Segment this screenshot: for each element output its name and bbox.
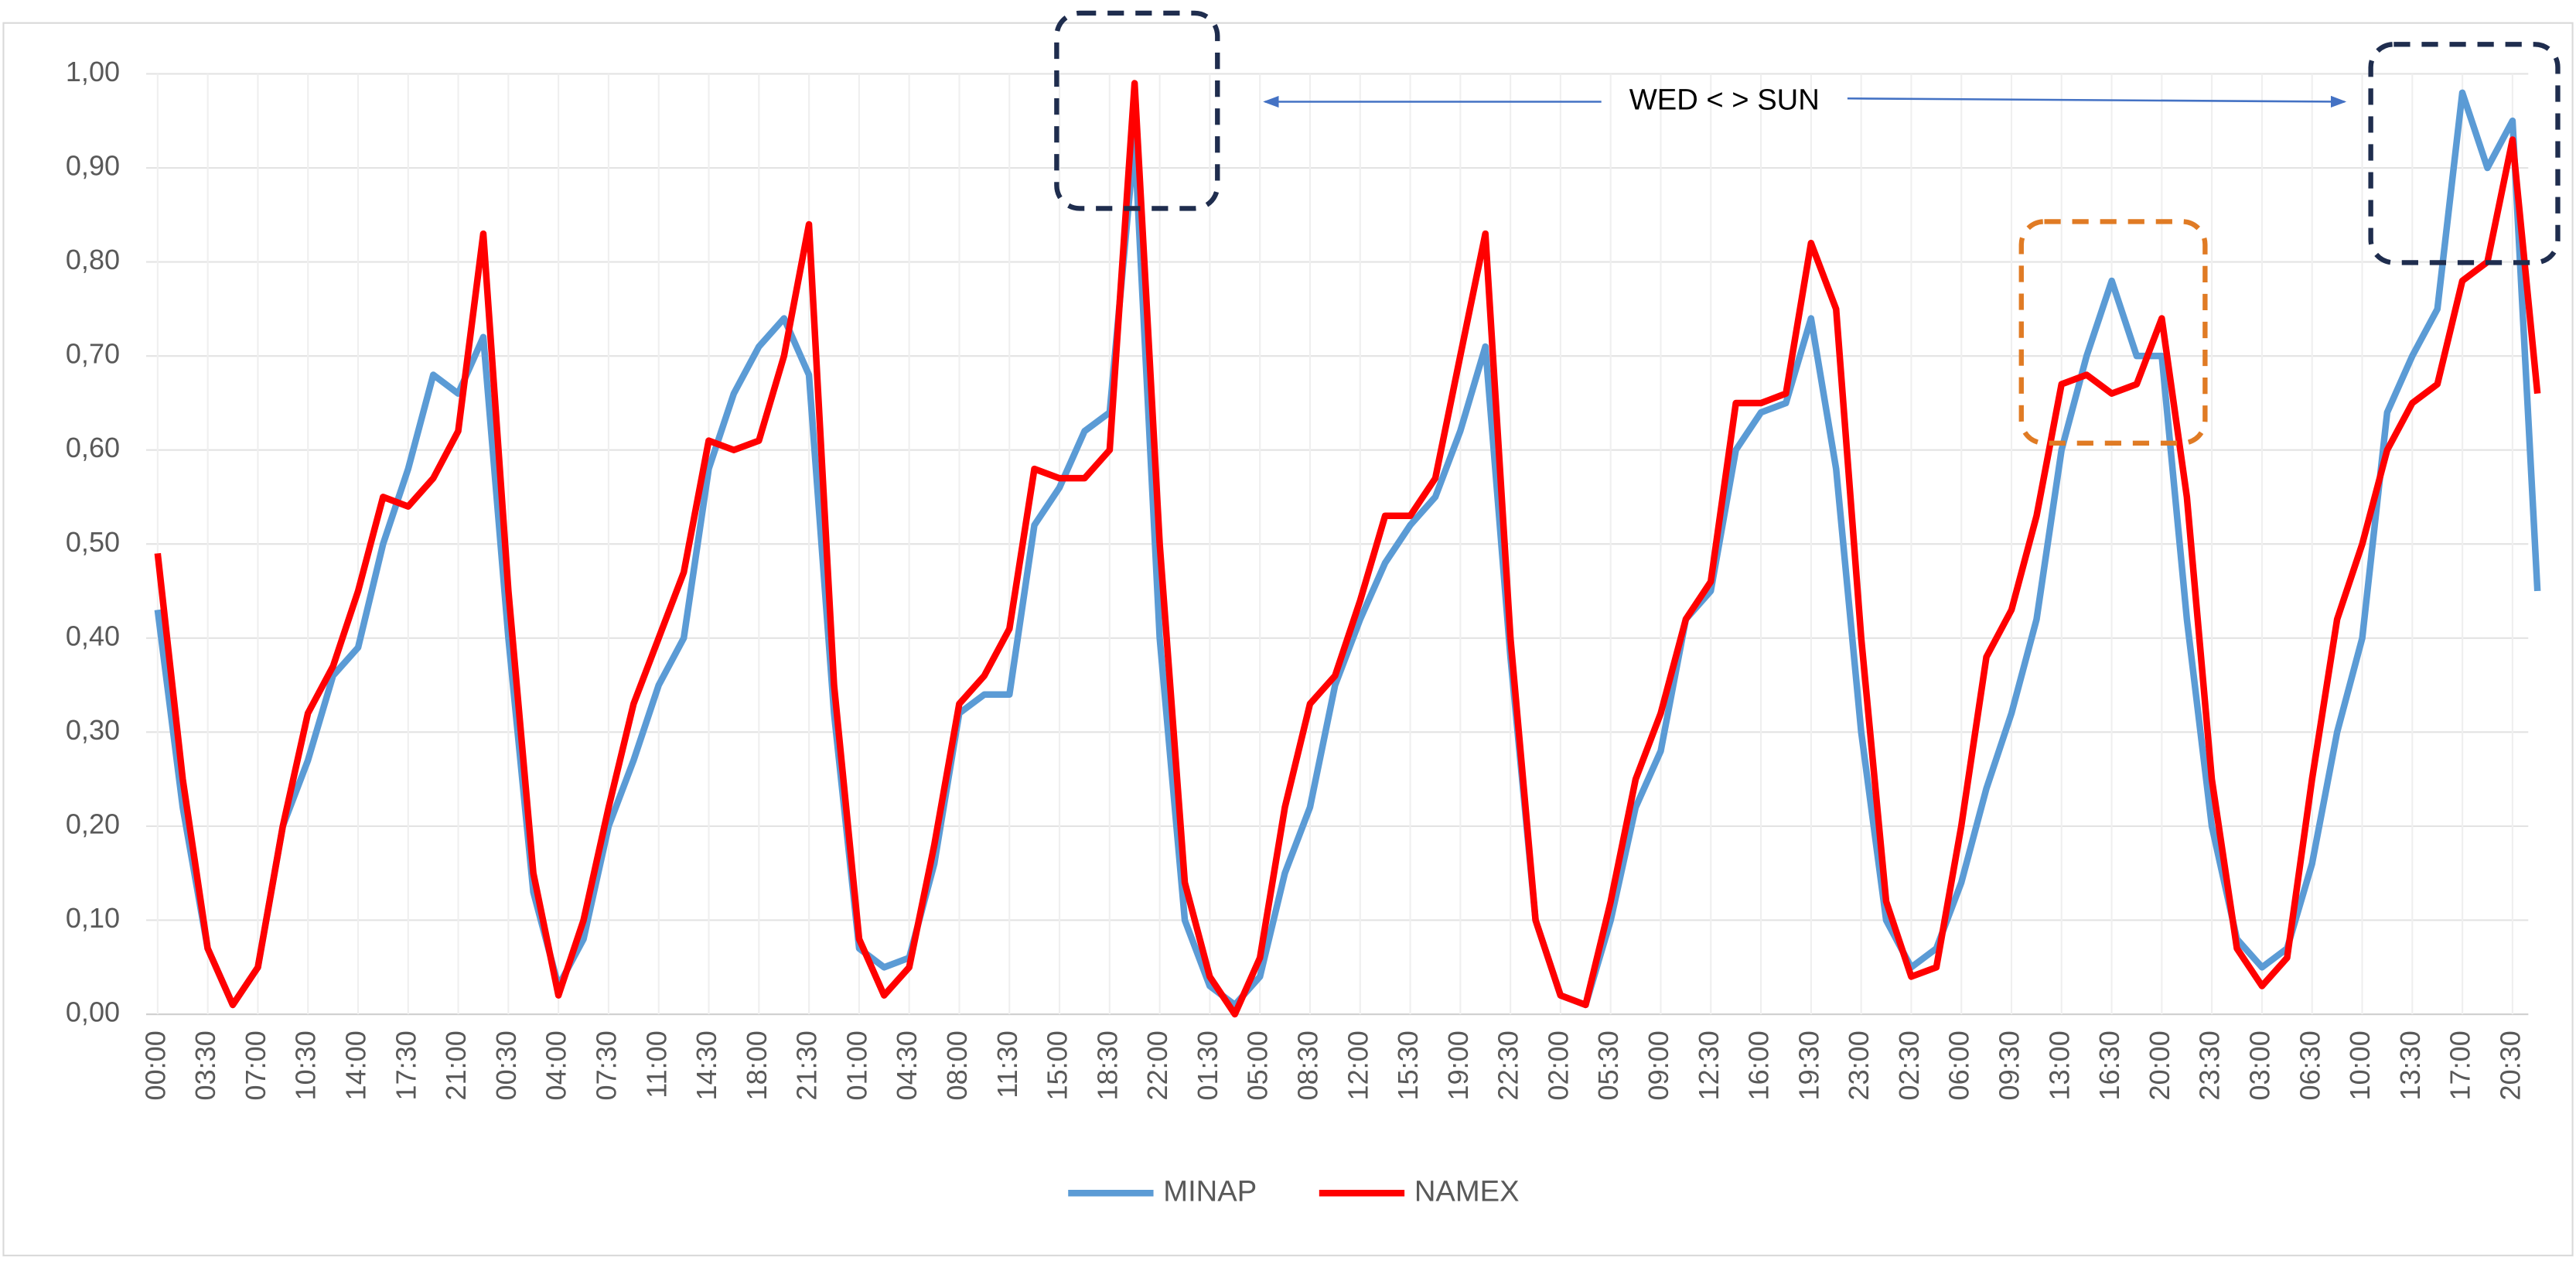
x-tick-label: 06:30 [2294,1030,2325,1100]
x-tick-label: 14:30 [691,1030,722,1100]
series-line [154,80,2541,1018]
x-tick-label: 02:30 [1893,1030,1925,1100]
x-tick-label: 09:30 [1994,1030,2025,1100]
y-tick-label: 0,40 [66,620,120,651]
y-tick-label: 0,80 [66,244,120,275]
x-tick-label: 21:30 [791,1030,823,1100]
highlight-box [2368,42,2561,265]
x-tick-label: 18:00 [741,1030,773,1100]
x-tick-label: 20:00 [2144,1030,2175,1100]
legend: MINAP NAMEX [1068,1174,1520,1208]
x-tick-label: 23:00 [1843,1030,1875,1100]
x-tick-label: 13:30 [2394,1030,2426,1100]
annotation: WED < > SUN [1629,84,1820,117]
x-tick-label: 07:00 [240,1030,271,1100]
x-tick-label: 05:00 [1242,1030,1274,1100]
x-tick-label: 04:00 [541,1030,572,1100]
x-tick-label: 14:00 [340,1030,372,1100]
x-tick-label: 15:00 [1042,1030,1073,1100]
x-tick-label: 08:30 [1292,1030,1324,1100]
x-tick-label: 15:30 [1392,1030,1424,1100]
legend-label: NAMEX [1414,1174,1520,1208]
x-tick-label: 11:30 [991,1030,1023,1099]
x-tick-label: 05:30 [1592,1030,1624,1100]
x-tick-label: 08:00 [941,1030,973,1100]
y-tick-label: 0,70 [66,338,120,370]
highlight-box [1054,10,1220,211]
x-tick-label: 21:00 [440,1030,472,1100]
y-tick-label: 0,50 [66,526,120,558]
legend-label: MINAP [1163,1174,1257,1208]
x-tick-label: 17:00 [2445,1030,2476,1100]
x-tick-label: 01:00 [841,1030,872,1100]
x-tick-label: 12:30 [1693,1030,1725,1100]
y-tick-label: 0,30 [66,714,120,746]
x-tick-label: 04:30 [891,1030,923,1100]
x-tick-label: 20:30 [2494,1030,2526,1100]
x-tick-label: 22:30 [1493,1030,1524,1100]
x-tick-label: 00:30 [490,1030,522,1100]
x-tick-label: 16:30 [2093,1030,2125,1100]
y-tick-label: 0,60 [66,432,120,463]
x-tick-label: 03:30 [189,1030,221,1100]
highlight-box [2018,219,2208,446]
x-tick-label: 22:00 [1141,1030,1173,1100]
plot [154,80,2541,1018]
x-tick-label: 10:30 [290,1030,322,1100]
x-tick-label: 17:30 [390,1030,421,1100]
x-tick-label: 06:00 [1943,1030,1975,1100]
grid: 0,00 0,10 0,20 0,30 0,40 0,50 0,60 0,70 0,80 0,90… [66,56,2529,1100]
x-tick-label: 00:00 [139,1030,171,1100]
x-tick-label: 19:30 [1793,1030,1824,1100]
y-tick-label: 1,00 [66,56,120,87]
x-tick-label: 09:00 [1643,1030,1674,1100]
x-tick-label: 03:00 [2243,1030,2275,1100]
x-tick-label: 02:00 [1542,1030,1574,1100]
y-tick-label: 0,10 [66,902,120,934]
y-tick-label: 0,00 [66,996,120,1028]
x-tick-label: 13:00 [2043,1030,2075,1100]
x-tick-label: 18:30 [1091,1030,1123,1100]
x-tick-label: 07:30 [590,1030,622,1100]
x-tick-label: 11:00 [640,1030,672,1099]
x-tick-label: 12:00 [1342,1030,1373,1100]
y-tick-label: 0,90 [66,150,120,182]
x-tick-label: 16:00 [1743,1030,1775,1100]
arrow [1847,95,2347,108]
x-tick-label: 10:00 [2344,1030,2376,1100]
x-tick-label: 01:30 [1192,1030,1223,1100]
x-tick-label: 19:00 [1442,1030,1474,1100]
y-tick-label: 0,20 [66,808,120,839]
x-tick-label: 23:30 [2194,1030,2226,1100]
chart-frame [2,22,2574,1256]
